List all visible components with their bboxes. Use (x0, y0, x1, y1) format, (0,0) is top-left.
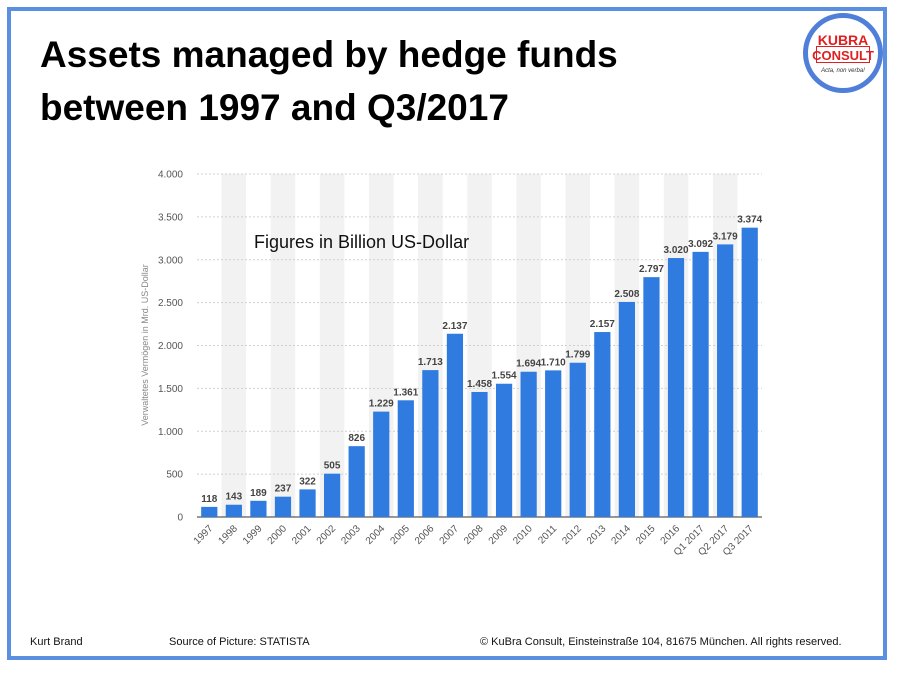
x-tick-label: 2000 (266, 523, 290, 547)
bar (201, 506, 218, 517)
slide-title: Assets managed by hedge funds between 19… (40, 28, 760, 134)
x-tick-label: 2009 (487, 523, 511, 547)
kubra-consult-logo: KUBRA CONSULT Acta, non verba! (803, 13, 883, 93)
x-axis-ticks: 1997 1998 1999 2000 2001 2002 2003 2004 2005 2006… (192, 523, 756, 558)
y-tick-label: 1.000 (158, 427, 183, 438)
x-tick-label: 2008 (462, 523, 486, 547)
bar-value-label: 505 (324, 461, 341, 472)
bar (299, 489, 316, 517)
x-tick-label: 2005 (388, 523, 412, 547)
footer-source: Source of Picture: STATISTA (169, 636, 310, 648)
bar (324, 473, 341, 517)
bar (274, 496, 292, 517)
x-tick-label: 2006 (413, 523, 437, 547)
bar (667, 258, 685, 517)
bar (717, 244, 734, 517)
y-tick-label: 2.000 (158, 341, 183, 352)
logo-text-consult: CONSULT (812, 48, 874, 63)
y-tick-label: 0 (177, 513, 183, 524)
bar (618, 301, 635, 517)
x-tick-label: 2013 (585, 523, 609, 547)
x-tick-label: 2011 (536, 523, 559, 546)
bar-value-label: 322 (299, 476, 316, 487)
bar-value-label: 1.458 (467, 379, 492, 390)
bar (692, 251, 709, 517)
x-tick-label: 2015 (634, 523, 658, 547)
x-tick-label: 2010 (511, 523, 535, 547)
bar-value-label: 189 (250, 488, 267, 499)
chart-bars (201, 227, 758, 517)
bar (643, 277, 660, 517)
y-tick-label: 4.000 (158, 170, 183, 181)
bar (569, 362, 586, 517)
bar-value-label: 1.554 (492, 371, 517, 382)
bar (446, 333, 464, 517)
bar-value-label: 3.374 (737, 215, 762, 226)
x-tick-label: 2007 (438, 523, 462, 547)
bar-value-label: 1.361 (393, 387, 418, 398)
x-tick-label: 1997 (192, 523, 216, 547)
bar-value-label: 826 (348, 433, 365, 444)
bar-value-label: 2.797 (639, 264, 664, 275)
footer-author: Kurt Brand (30, 636, 83, 648)
bar-value-label: 3.179 (713, 231, 738, 242)
slide-frame (7, 7, 887, 660)
bar-value-label: 2.137 (442, 321, 467, 332)
bar (545, 370, 562, 517)
bar-value-label: 1.799 (565, 350, 590, 361)
bar-value-label: 3.020 (664, 245, 689, 256)
logo-text-kubra: KUBRA (817, 32, 869, 48)
footer-copyright: © KuBra Consult, Einsteinstraße 104, 816… (480, 636, 842, 648)
bar-value-label: 237 (275, 484, 292, 495)
y-tick-label: 3.500 (158, 212, 183, 223)
x-tick-label: 2004 (364, 523, 388, 547)
bar (397, 400, 414, 517)
x-tick-label: 2002 (315, 523, 339, 547)
x-tick-label: 2014 (610, 523, 634, 547)
y-axis-label: Verwaltetes Vermögen in Mrd. US-Dollar (140, 264, 150, 426)
bar-value-label: 143 (226, 492, 243, 503)
logo-box (816, 46, 870, 63)
bar-value-label: 2.157 (590, 319, 615, 330)
y-axis-ticks: 0 500 1.000 1.500 2.000 2.500 3.000 3.500 4.000 (158, 170, 183, 524)
title-line-1: Assets managed by hedge funds (40, 34, 618, 75)
x-tick-label: 2012 (560, 523, 584, 547)
logo-slogan: Acta, non verba! (821, 68, 865, 74)
y-tick-label: 500 (166, 470, 183, 481)
units-annotation: Figures in Billion US-Dollar (254, 232, 470, 252)
bar (520, 371, 537, 517)
y-tick-label: 1.500 (158, 384, 183, 395)
x-tick-label: 1998 (216, 523, 240, 547)
bar-value-label: 3.092 (688, 239, 713, 250)
y-tick-label: 2.500 (158, 298, 183, 309)
bar (348, 446, 365, 517)
chart-band (319, 174, 345, 517)
x-tick-label: 2001 (290, 523, 314, 547)
bar-value-label: 1.694 (516, 359, 541, 370)
bar-value-label: 2.508 (614, 289, 639, 300)
bar-value-label: 1.229 (369, 399, 394, 410)
bar (225, 504, 242, 517)
bar-value-label: 118 (201, 494, 218, 505)
bar (373, 411, 390, 517)
x-tick-label: 1999 (241, 523, 265, 547)
bar (741, 227, 758, 517)
bar-value-label: 1.713 (418, 357, 443, 368)
bar (471, 391, 488, 517)
y-tick-label: 3.000 (158, 255, 183, 266)
bar (495, 383, 513, 517)
title-line-2: between 1997 and Q3/2017 (40, 87, 509, 128)
x-tick-label: 2003 (339, 523, 363, 547)
bar (422, 370, 439, 517)
bar-value-label: 1.710 (541, 357, 566, 368)
bar (594, 332, 611, 517)
bar (250, 500, 267, 517)
